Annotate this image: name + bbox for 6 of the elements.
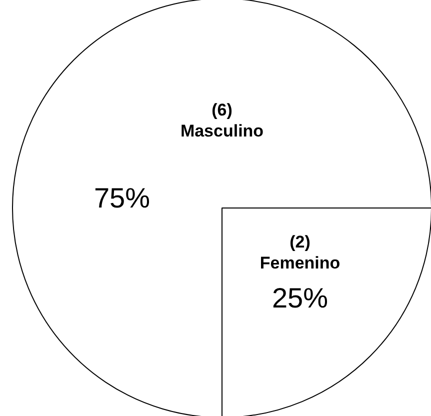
data-label: (2) bbox=[290, 232, 310, 252]
text: 25% bbox=[272, 282, 328, 314]
data-label: (6) bbox=[212, 100, 232, 120]
slice-label: Femenino bbox=[260, 254, 340, 273]
text: 75% bbox=[94, 182, 150, 214]
slice-label: Masculino bbox=[180, 122, 264, 141]
